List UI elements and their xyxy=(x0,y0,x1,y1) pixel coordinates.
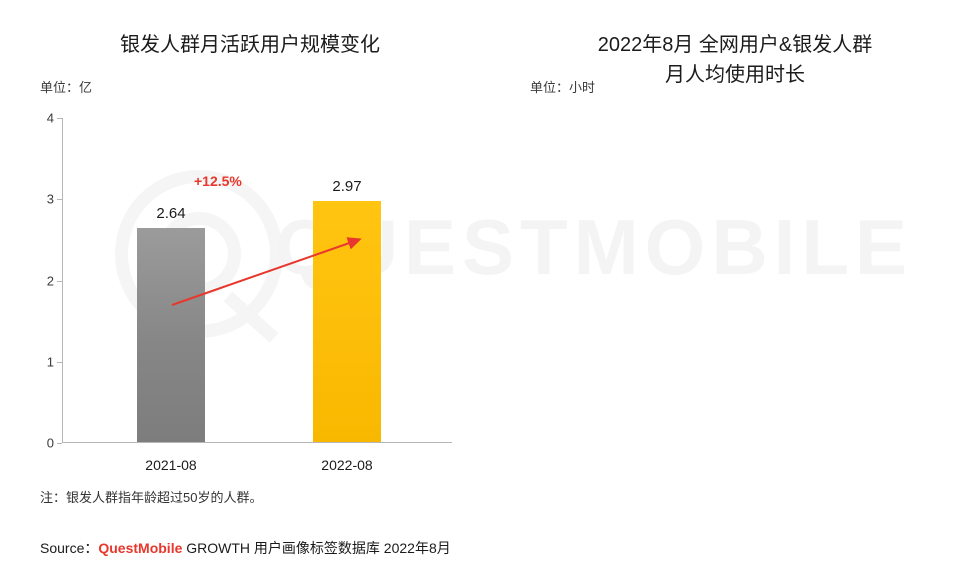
footnote: 注：银发人群指年龄超过50岁的人群。 xyxy=(40,490,263,505)
y-tickmark-left-2 xyxy=(57,280,62,282)
y-tickmark-left-1 xyxy=(57,361,62,363)
source-rest: GROWTH 用户画像标签数据库 2022年8月 xyxy=(182,540,451,556)
source-line: Source：QuestMobile GROWTH 用户画像标签数据库 2022… xyxy=(40,538,451,558)
plot-area-left: 0 1 2 3 4 2.64 2021-08 2.97 2022-08 xyxy=(47,111,452,473)
y-tick-left-3: 3 xyxy=(46,191,54,207)
chart-unit-left: 单位：亿 xyxy=(40,80,93,95)
y-axis-left xyxy=(62,118,63,443)
y-tick-left-4: 4 xyxy=(46,110,54,126)
growth-label-left: +12.5% xyxy=(194,173,242,189)
y-tick-left-2: 2 xyxy=(46,273,54,288)
x-axis-left xyxy=(62,442,452,443)
category-label-2022-08: 2022-08 xyxy=(321,457,373,473)
chart-title-right-line2: 月人均使用时长 xyxy=(665,64,805,86)
bar-value-2022-08: 2.97 xyxy=(332,177,362,195)
y-tickmark-left-0 xyxy=(57,443,62,444)
bar-value-2021-08: 2.64 xyxy=(156,204,186,222)
y-tickmark-left-4 xyxy=(57,118,62,119)
bar-2022-08[interactable] xyxy=(313,200,381,442)
bar-2021-08[interactable] xyxy=(137,227,205,442)
y-tick-left-0: 0 xyxy=(46,435,54,451)
category-label-2021-08: 2021-08 xyxy=(145,457,197,473)
y-tick-left-1: 1 xyxy=(46,354,54,370)
chart-title-left: 银发人群月活跃用户规模变化 xyxy=(120,34,380,56)
y-tickmark-left-3 xyxy=(57,199,62,201)
chart-title-right-line1: 2022年8月 全网用户&银发人群 xyxy=(597,34,873,56)
source-prefix: Source： xyxy=(40,540,99,556)
source-brand: QuestMobile xyxy=(98,540,183,556)
chart-unit-right: 单位：小时 xyxy=(530,80,596,95)
